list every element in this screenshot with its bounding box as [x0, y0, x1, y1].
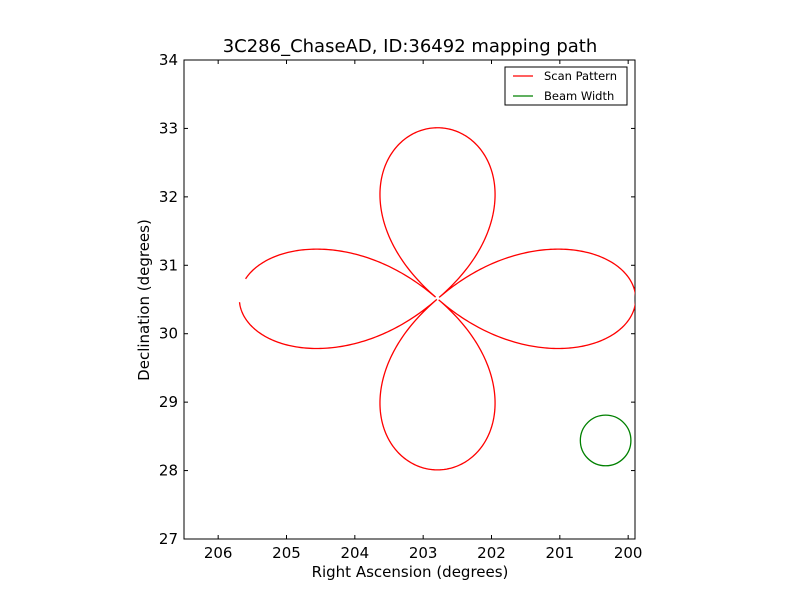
x-tick-label: 203	[409, 544, 438, 562]
y-tick-label: 32	[159, 188, 178, 206]
chart-title: 3C286_ChaseAD, ID:36492 mapping path	[223, 36, 598, 57]
x-tick-label: 202	[477, 544, 506, 562]
plot-area-frame	[183, 59, 636, 540]
y-tick-label: 34	[159, 51, 178, 69]
x-tick-label: 200	[614, 544, 643, 562]
x-tick-label: 205	[272, 544, 301, 562]
y-axis-label: Declination (degrees)	[135, 219, 153, 381]
y-tick-label: 30	[159, 325, 178, 343]
x-tick-label: 201	[546, 544, 575, 562]
legend-label-scan-pattern: Scan Pattern	[544, 69, 617, 83]
legend: Scan Pattern Beam Width	[504, 66, 628, 106]
y-tick-label: 28	[159, 462, 178, 480]
y-tick-label: 31	[159, 256, 178, 274]
x-axis-label: Right Ascension (degrees)	[312, 563, 509, 581]
scan-pattern-line	[238, 127, 635, 471]
x-axis: 206 205 204 203 202 201 200	[204, 60, 643, 562]
y-tick-label: 33	[159, 119, 178, 137]
x-tick-label: 204	[341, 544, 370, 562]
y-tick-label: 27	[159, 530, 178, 548]
x-tick-label: 206	[204, 544, 233, 562]
series-layer	[238, 127, 635, 471]
legend-label-beam-width: Beam Width	[544, 89, 614, 103]
beam-width-circle	[579, 414, 632, 467]
legend-box	[504, 66, 628, 106]
y-tick-label: 29	[159, 393, 178, 411]
y-axis: 27 28 29 30 31 32 33 34	[159, 51, 635, 548]
